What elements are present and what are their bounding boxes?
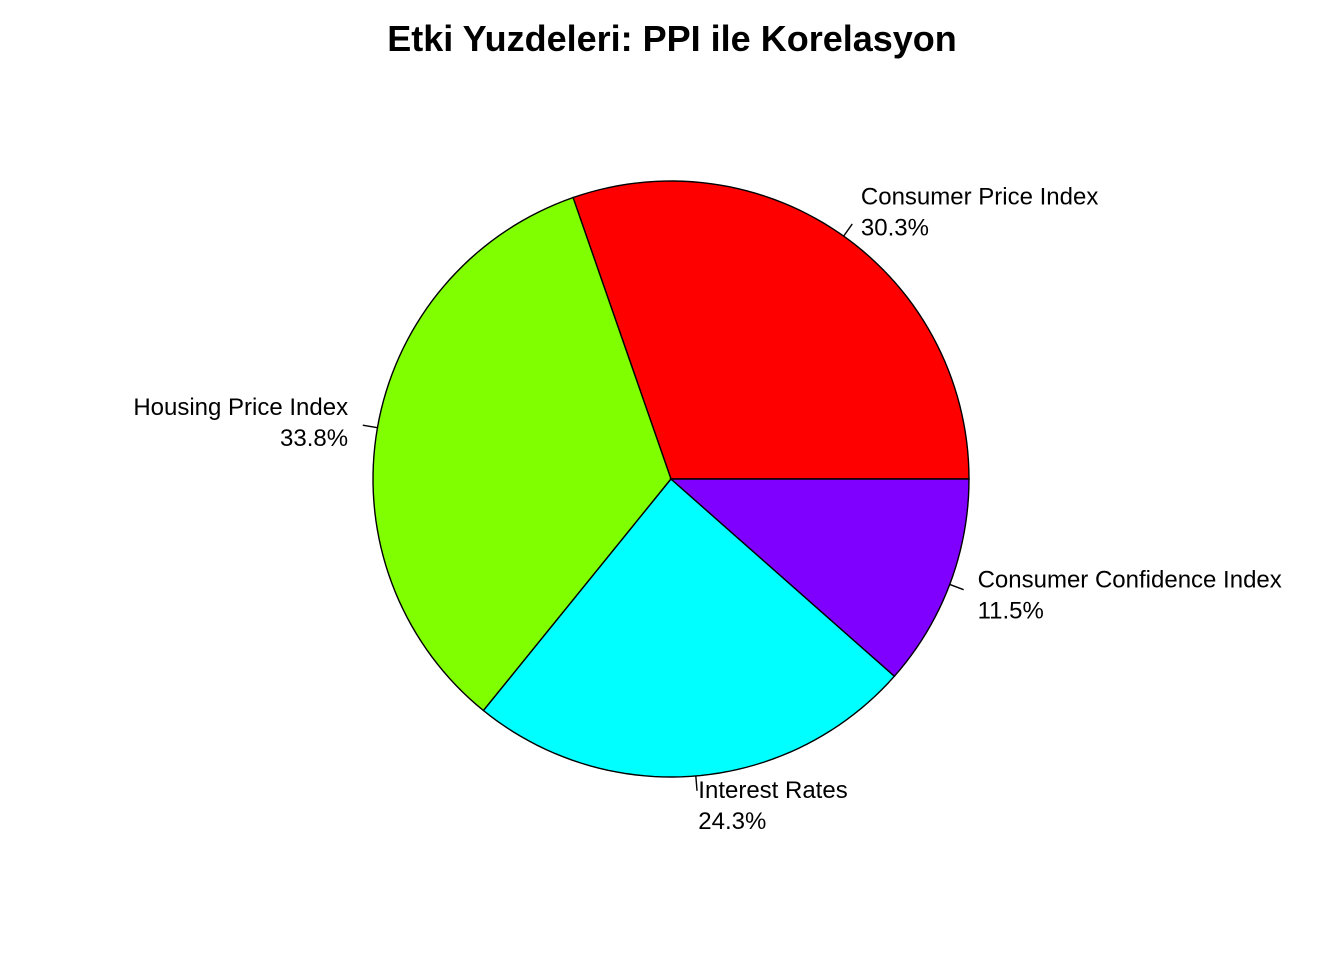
- pie-slice-interest-rates: [482, 477, 896, 778]
- pie-slice-consumer-price-index: [572, 180, 970, 480]
- label-tick-interest-rates: [695, 775, 698, 791]
- slice-label-name: Interest Rates: [698, 777, 847, 804]
- label-tick-housing-price-index: [362, 424, 378, 429]
- slice-label-consumer-price-index: Consumer Price Index 30.3%: [861, 183, 1098, 241]
- label-tick-consumer-confidence-index: [949, 583, 964, 591]
- pie-slice-consumer-confidence-index: [669, 478, 970, 678]
- pie-slice-housing-price-index: [372, 196, 672, 712]
- slice-label-name: Housing Price Index: [133, 394, 348, 421]
- label-tick-consumer-price-index: [843, 223, 853, 237]
- slice-label-percent: 33.8%: [280, 425, 348, 452]
- slice-label-consumer-confidence-index: Consumer Confidence Index 11.5%: [978, 567, 1282, 625]
- slice-label-name: Consumer Confidence Index: [978, 567, 1282, 594]
- slice-label-percent: 24.3%: [698, 808, 766, 835]
- chart-title: Etki Yuzdeleri: PPI ile Korelasyon: [387, 18, 957, 59]
- slice-label-percent: 11.5%: [978, 598, 1044, 625]
- pie-labels: Consumer Price Index 30.3% Housing Price I…: [133, 183, 1281, 835]
- slice-label-interest-rates: Interest Rates 24.3%: [698, 777, 847, 835]
- pie-slices: [372, 180, 970, 778]
- slice-label-housing-price-index: Housing Price Index 33.8%: [133, 394, 348, 452]
- slice-label-name: Consumer Price Index: [861, 183, 1098, 210]
- slice-label-percent: 30.3%: [861, 214, 929, 241]
